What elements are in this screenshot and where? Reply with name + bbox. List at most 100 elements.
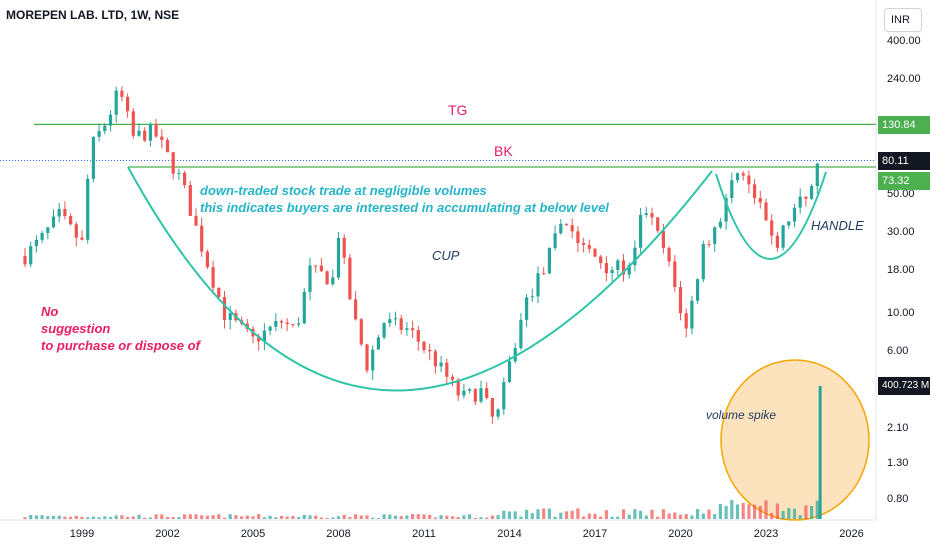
candle (536, 273, 540, 297)
volume-bar (781, 510, 785, 519)
volume-bar (325, 517, 329, 519)
candle (656, 217, 660, 231)
candle (388, 319, 392, 324)
candle (576, 231, 580, 244)
volume-bar (633, 509, 637, 519)
volume-bar (217, 514, 221, 519)
candle (108, 114, 113, 126)
candle (815, 163, 819, 187)
candle (80, 237, 84, 240)
volume-bar (439, 515, 443, 519)
candle (473, 389, 477, 402)
x-tick-label: 2011 (412, 528, 436, 540)
volume-bar (171, 517, 175, 519)
candle (411, 328, 415, 331)
candle (183, 172, 187, 186)
volume-bar (279, 515, 284, 519)
candle (302, 291, 306, 324)
candle (547, 247, 551, 274)
candle (348, 257, 352, 300)
x-tick-label: 2023 (753, 528, 779, 540)
candle (285, 322, 289, 325)
volume-bar (564, 511, 569, 519)
candle (428, 349, 432, 352)
y-tick-label: 30.00 (887, 225, 915, 238)
volume-bar (599, 516, 603, 519)
x-tick-label: 1999 (69, 528, 95, 540)
volume-bar (160, 514, 164, 519)
candle (787, 221, 791, 226)
candle (103, 125, 107, 132)
candle (143, 130, 147, 141)
volume-bar (673, 512, 677, 519)
candle (667, 247, 671, 262)
volume-bar (34, 515, 38, 519)
candle (707, 244, 711, 246)
candle (542, 273, 546, 275)
candle (804, 196, 808, 199)
candle (599, 256, 603, 264)
y-tick-label: 6.00 (887, 344, 909, 357)
volume-bar (433, 517, 437, 519)
candle (445, 362, 449, 377)
x-tick-label: 2020 (668, 528, 693, 540)
bk-price-tag: 73.32 (878, 172, 930, 190)
candle (217, 287, 221, 298)
currency-selector[interactable]: INR (884, 8, 922, 32)
volume-bar (376, 517, 380, 519)
volume-bar (302, 514, 306, 519)
volume-bar (713, 514, 717, 519)
candle (610, 270, 614, 274)
candle (753, 184, 757, 199)
volume-bar (371, 517, 375, 519)
candle (69, 216, 73, 225)
candle (485, 388, 489, 398)
volume-bar (131, 516, 135, 519)
x-tick-label: 2014 (497, 528, 522, 540)
volume-bar (616, 516, 620, 519)
candle (165, 140, 170, 153)
candle (336, 237, 341, 278)
candle (314, 265, 318, 267)
volume-bar (268, 515, 272, 519)
disclaimer-line-3: to purchase or dispose of (41, 338, 200, 353)
volume-highlight-ellipse (720, 359, 870, 521)
candle (690, 300, 694, 329)
volume-bar (274, 517, 278, 519)
candle (148, 124, 152, 141)
volume-bar (57, 515, 61, 519)
candle (114, 90, 118, 115)
candle (496, 409, 500, 417)
volume-bar (205, 515, 209, 519)
volume-bar (553, 516, 557, 519)
candle (91, 136, 95, 179)
volume-bar (251, 516, 255, 519)
volume-bar (690, 515, 694, 519)
volume-bar (570, 510, 574, 519)
volume-bar (97, 517, 101, 519)
x-tick-label: 2026 (839, 528, 864, 540)
volume-bar (741, 503, 745, 519)
candle (74, 224, 78, 238)
volume-spike-bar (818, 386, 822, 519)
x-tick-label: 2005 (240, 528, 266, 540)
volume-bar (696, 509, 700, 519)
candle (764, 202, 768, 221)
candle (279, 321, 284, 323)
volume-bar (46, 516, 50, 519)
candle (308, 265, 312, 292)
candle (262, 330, 266, 342)
candle (604, 263, 608, 274)
candle (34, 239, 38, 247)
last-price-tag: 80.11 (878, 152, 930, 170)
volume-bar (490, 515, 494, 519)
volume-bar (468, 514, 472, 519)
candle (587, 245, 591, 249)
candle (131, 111, 135, 136)
volume-bar (536, 509, 540, 519)
volume-bar (639, 510, 643, 519)
volume-bar (519, 516, 523, 519)
volume-bar (450, 516, 455, 519)
cup-curve (127, 166, 713, 392)
